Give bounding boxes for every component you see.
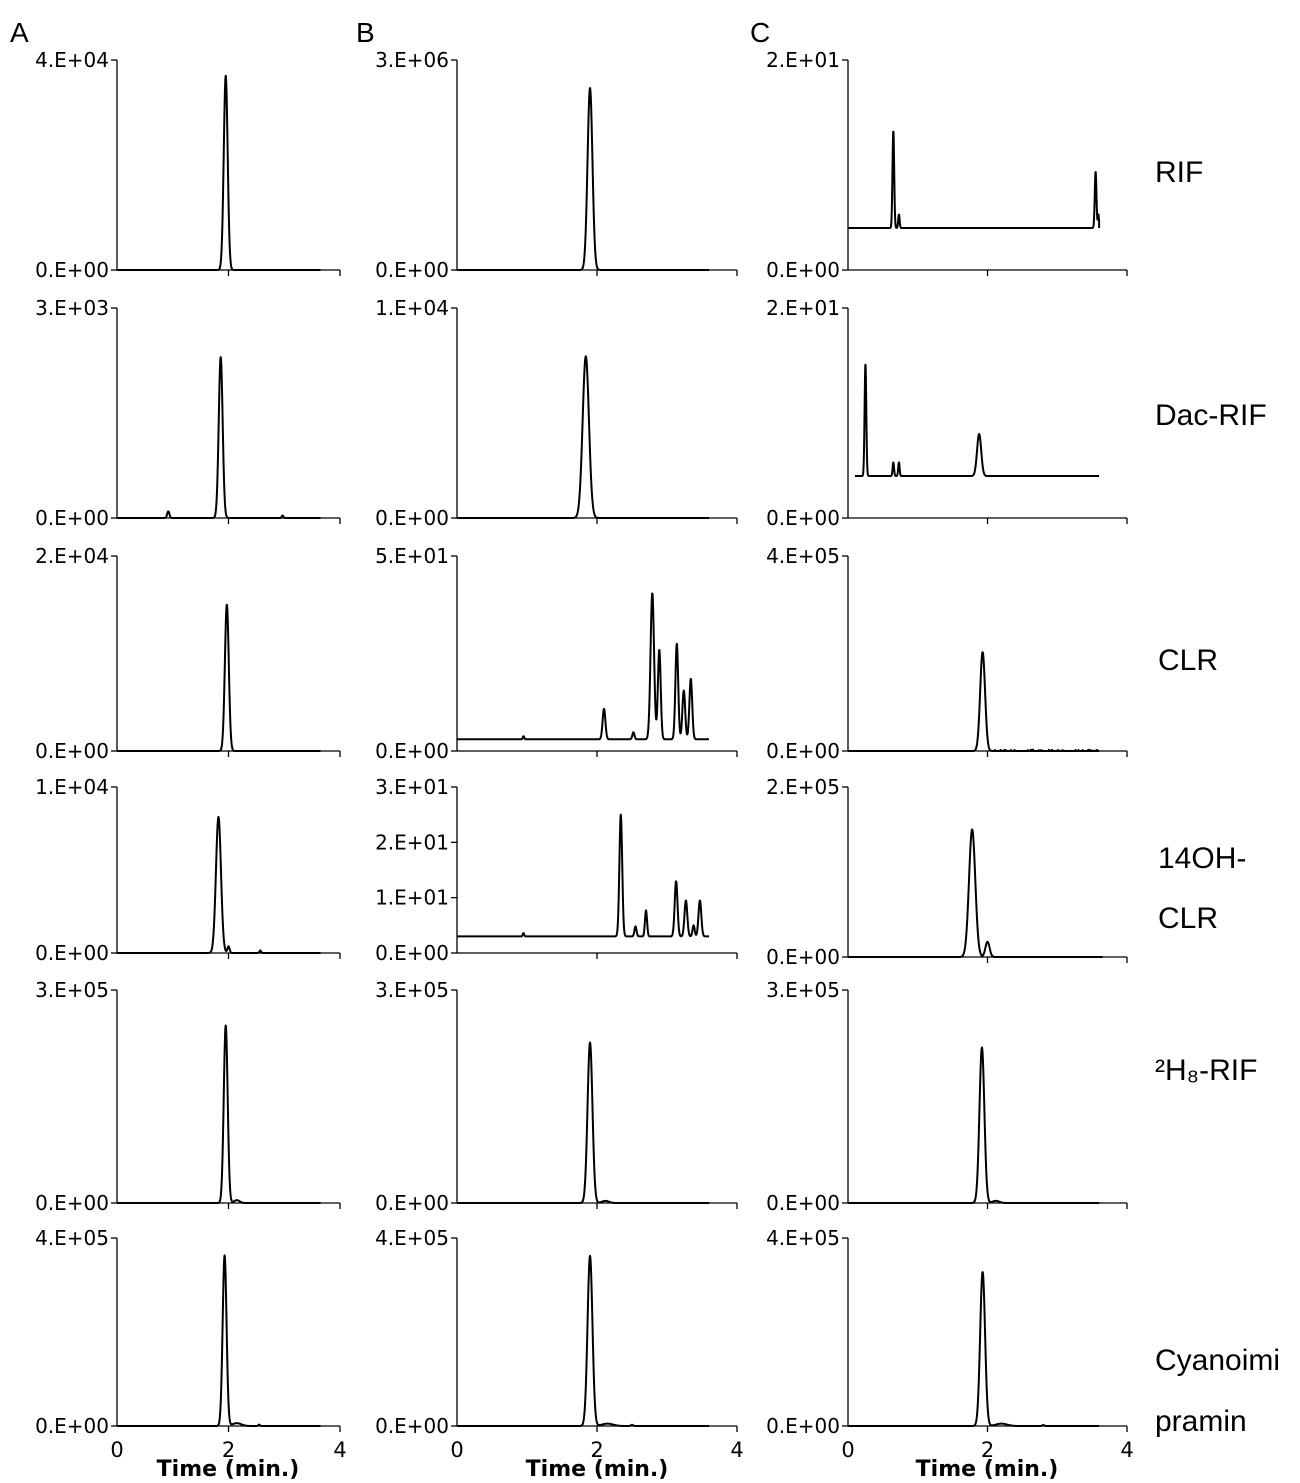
y-tick-label: 3.E+05 <box>35 978 109 1002</box>
chromatogram-trace <box>456 87 710 271</box>
x-tick-label: 0 <box>110 1438 123 1462</box>
y-tick-label: 0.E+00 <box>35 1414 109 1438</box>
y-tick-label: 0.E+00 <box>766 739 840 763</box>
chromatogram-trace <box>116 74 322 271</box>
panel-c-rif: 2.E+01 0.E+00 <box>766 48 1128 282</box>
y-tick-label: 2.E+01 <box>375 830 449 854</box>
chromatogram-trace <box>847 651 1100 752</box>
row-label-dac-rif: Dac-RIF <box>1155 399 1267 432</box>
y-tick-label: 0.E+00 <box>35 739 109 763</box>
panel-a-dac-rif: 3.E+03 0.E+00 <box>35 296 341 530</box>
column-label-a: A <box>10 17 29 48</box>
panel-c-dac-rif: 2.E+01 0.E+00 <box>766 296 1128 530</box>
chromatogram-trace <box>456 592 710 741</box>
panel-b-rif: 3.E+06 0.E+00 <box>375 48 738 282</box>
y-tick-label: 5.E+01 <box>375 544 449 568</box>
chromatogram-trace <box>116 815 322 954</box>
y-tick-label: 0.E+00 <box>35 941 109 965</box>
chromatogram-trace <box>847 1271 1100 1427</box>
y-tick-label: 0.E+00 <box>35 506 109 530</box>
panel-b-2h8-rif: 3.E+05 0.E+00 <box>375 978 738 1215</box>
x-axis-title-a: Time (min.) <box>157 1457 300 1482</box>
y-tick-label: 0.E+00 <box>375 941 449 965</box>
panel-a-rif: 4.E+04 0.E+00 <box>35 48 341 282</box>
chromatogram-trace <box>456 813 710 938</box>
row-label-cyanoimipramin-line2: pramin <box>1155 1405 1247 1438</box>
x-tick-label: 2 <box>981 1438 994 1462</box>
panel-c-cyanoimipramin: 4.E+05 0.E+000 2 4 <box>766 1226 1134 1462</box>
y-tick-label: 0.E+00 <box>766 1191 840 1215</box>
x-tick-label: 2 <box>222 1438 235 1462</box>
row-label-14oh-clr-line2: CLR <box>1158 902 1218 935</box>
chromatogram-trace <box>847 130 1101 229</box>
y-tick-label: 0.E+00 <box>375 739 449 763</box>
y-tick-label: 3.E+05 <box>375 978 449 1002</box>
y-tick-label: 1.E+04 <box>375 296 449 320</box>
panel-a-clr: 2.E+04 0.E+00 <box>35 544 341 763</box>
panel-c-14oh-clr: 2.E+05 0.E+00 <box>766 775 1128 969</box>
y-tick-label: 2.E+01 <box>766 296 840 320</box>
chromatogram-trace <box>847 1046 1100 1204</box>
row-label-rif: RIF <box>1155 156 1203 189</box>
y-tick-label: 0.E+00 <box>766 506 840 530</box>
y-tick-label: 1.E+01 <box>375 886 449 910</box>
y-tick-label: 2.E+05 <box>766 775 840 799</box>
x-tick-label: 4 <box>730 1438 743 1462</box>
y-tick-label: 0.E+00 <box>766 258 840 282</box>
y-tick-label: 0.E+00 <box>766 1414 840 1438</box>
y-tick-label: 1.E+04 <box>35 775 109 799</box>
x-tick-label: 2 <box>590 1438 603 1462</box>
y-tick-label: 3.E+06 <box>375 48 449 72</box>
chromatogram-trace <box>116 603 322 752</box>
y-tick-label: 4.E+05 <box>766 1226 840 1250</box>
chromatogram-trace <box>456 1041 710 1204</box>
panel-a-2h8-rif: 3.E+05 0.E+00 <box>35 978 341 1215</box>
x-axis-title-c: Time (min.) <box>916 1457 1059 1482</box>
chromatogram-trace <box>847 828 1104 958</box>
panel-b-cyanoimipramin: 4.E+05 0.E+000 2 4 <box>375 1226 744 1462</box>
y-tick-label: 4.E+04 <box>35 48 109 72</box>
y-tick-label: 2.E+01 <box>766 48 840 72</box>
chromatogram-trace <box>116 1024 322 1204</box>
chromatogram-trace <box>456 355 710 519</box>
y-tick-label: 0.E+00 <box>375 506 449 530</box>
y-tick-label: 0.E+00 <box>375 258 449 282</box>
y-tick-label: 0.E+00 <box>375 1191 449 1215</box>
y-tick-label: 0.E+00 <box>766 945 840 969</box>
panel-b-clr: 5.E+01 0.E+00 <box>375 544 738 763</box>
y-tick-label: 4.E+05 <box>35 1226 109 1250</box>
chromatogram-trace <box>116 1254 322 1427</box>
chart-panels: 4.E+040.E+003.E+060.E+002.E+010.E+003.E+… <box>35 48 1134 1462</box>
y-tick-label: 3.E+05 <box>766 978 840 1002</box>
panel-b-14oh-clr: 3.E+01 2.E+01 1.E+01 0.E+00 <box>375 775 738 965</box>
panel-a-14oh-clr: 1.E+04 0.E+00 <box>35 775 341 965</box>
panel-c-2h8-rif: 3.E+05 0.E+00 <box>766 978 1128 1215</box>
column-label-c: C <box>750 17 770 48</box>
y-tick-label: 3.E+01 <box>375 775 449 799</box>
x-tick-label: 4 <box>333 1438 346 1462</box>
x-tick-label: 0 <box>841 1438 854 1462</box>
row-label-14oh-clr-line1: 14OH- <box>1158 842 1246 875</box>
x-tick-label: 4 <box>1120 1438 1133 1462</box>
x-axis-title-b: Time (min.) <box>526 1457 669 1482</box>
column-label-b: B <box>356 17 375 48</box>
panel-a-cyanoimipramin: 4.E+05 0.E+000 2 4 <box>35 1226 347 1462</box>
y-tick-label: 4.E+05 <box>766 544 840 568</box>
chromatogram-trace <box>456 1254 710 1427</box>
row-label-2h8-rif: ²H₈-RIF <box>1155 1054 1257 1087</box>
chromatogram-trace <box>116 356 322 519</box>
y-tick-label: 0.E+00 <box>35 258 109 282</box>
row-label-clr: CLR <box>1158 644 1218 677</box>
y-tick-label: 2.E+04 <box>35 544 109 568</box>
row-label-cyanoimipramin-line1: Cyanoimi <box>1155 1344 1280 1377</box>
y-tick-label: 0.E+00 <box>35 1191 109 1215</box>
panel-b-dac-rif: 1.E+04 0.E+00 <box>375 296 738 530</box>
y-tick-label: 4.E+05 <box>375 1226 449 1250</box>
chromatogram-trace <box>854 363 1100 477</box>
x-tick-label: 0 <box>450 1438 463 1462</box>
y-tick-label: 0.E+00 <box>375 1414 449 1438</box>
panel-c-clr: 4.E+05 0.E+00 <box>766 544 1128 763</box>
y-tick-label: 3.E+03 <box>35 296 109 320</box>
